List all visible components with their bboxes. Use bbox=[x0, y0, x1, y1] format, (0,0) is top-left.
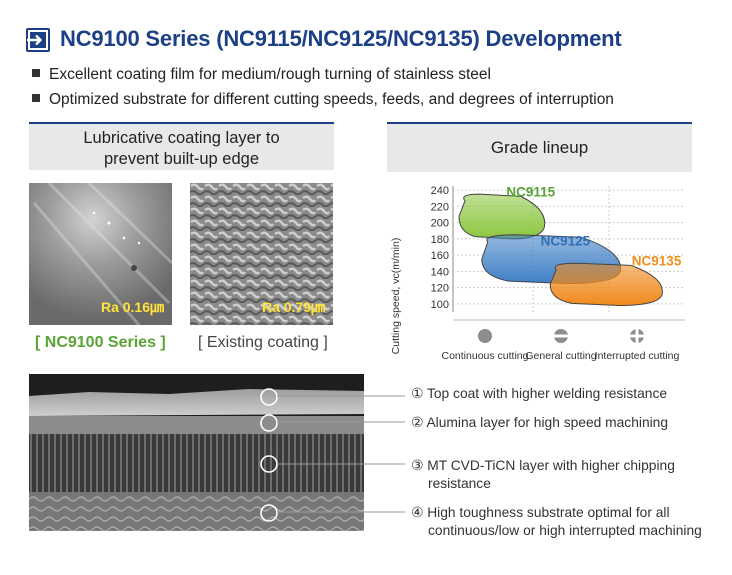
category-label: Interrupted cutting bbox=[595, 350, 680, 362]
grade-lineup-heading: Grade lineup bbox=[387, 122, 692, 172]
layer-text: MT CVD-TiCN layer with higher chipping bbox=[427, 458, 675, 473]
bullet-item: Optimized substrate for different cuttin… bbox=[32, 91, 614, 109]
continuous-cutting-icon bbox=[478, 329, 492, 343]
arrow-into-box-icon bbox=[26, 28, 50, 52]
nc9100-series-caption: [ NC9100 Series ] bbox=[35, 334, 166, 351]
grade-area-nc9115 bbox=[458, 193, 546, 240]
grade-lineup-chart: 100 120 140 160 180 200 220 240 NC9115 NC9125 NC9… bbox=[390, 185, 685, 362]
y-tick-label: 160 bbox=[431, 250, 449, 262]
interrupted-cutting-icon bbox=[629, 328, 645, 344]
grade-label-nc9135: NC9135 bbox=[632, 254, 682, 269]
grade-label-nc9115: NC9115 bbox=[506, 185, 555, 200]
y-tick-label: 200 bbox=[431, 218, 449, 230]
bullet-square-icon bbox=[32, 94, 40, 102]
layer-description: ① Top coat with higher welding resistanc… bbox=[411, 385, 667, 403]
layer-text: continuous/low or high interrupted machi… bbox=[428, 523, 702, 538]
layer-text: Top coat with higher welding resistance bbox=[426, 386, 668, 401]
grade-label-nc9125: NC9125 bbox=[541, 233, 591, 248]
roughness-label: Ra 0.16㎛ bbox=[100, 299, 164, 315]
layer-number: ① bbox=[411, 386, 424, 401]
coating-panel-heading: Lubricative coating layer to prevent bui… bbox=[29, 122, 334, 170]
category-label: General cutting bbox=[525, 350, 596, 362]
nc9100-surface-micrograph: Ra 0.16㎛ bbox=[29, 183, 172, 325]
y-axis-label: Cutting speed, vc(m/min) bbox=[390, 238, 402, 355]
grade-area-nc9135 bbox=[549, 262, 663, 306]
y-tick-label: 120 bbox=[431, 283, 449, 295]
layer-text: resistance bbox=[428, 476, 491, 491]
layer-description: ② Alumina layer for high speed machining bbox=[411, 414, 668, 432]
y-tick-label: 220 bbox=[431, 201, 449, 213]
existing-coating-surface-micrograph: Ra 0.79㎛ bbox=[190, 183, 333, 325]
heading-line: Lubricative coating layer to bbox=[83, 129, 280, 147]
layer-description: ④ High toughness substrate optimal for a… bbox=[411, 504, 702, 540]
existing-coating-caption: [ Existing coating ] bbox=[198, 334, 328, 351]
roughness-label: Ra 0.79㎛ bbox=[261, 299, 325, 315]
layer-number: ③ bbox=[411, 458, 424, 473]
bullet-text: Excellent coating film for medium/rough … bbox=[49, 66, 491, 83]
y-tick-label: 240 bbox=[431, 185, 449, 197]
page-title: NC9100 Series (NC9115/NC9125/NC9135) Dev… bbox=[60, 26, 622, 51]
y-tick-label: 180 bbox=[431, 234, 449, 246]
layer-text: Alumina layer for high speed machining bbox=[426, 415, 669, 430]
layer-description: ③ MT CVD-TiCN layer with higher chipping… bbox=[411, 457, 675, 493]
general-cutting-icon bbox=[553, 329, 569, 343]
y-tick-label: 140 bbox=[431, 266, 449, 278]
category-label: Continuous cutting bbox=[442, 350, 529, 362]
bullet-item: Excellent coating film for medium/rough … bbox=[32, 66, 491, 84]
layer-number: ④ bbox=[411, 505, 424, 520]
bullet-text: Optimized substrate for different cuttin… bbox=[49, 91, 614, 108]
bullet-square-icon bbox=[32, 69, 40, 77]
heading-line: prevent built-up edge bbox=[103, 150, 260, 168]
layer-text: High toughness substrate optimal for all bbox=[427, 505, 670, 520]
y-tick-label: 100 bbox=[431, 299, 449, 311]
layer-number: ② bbox=[411, 415, 424, 430]
